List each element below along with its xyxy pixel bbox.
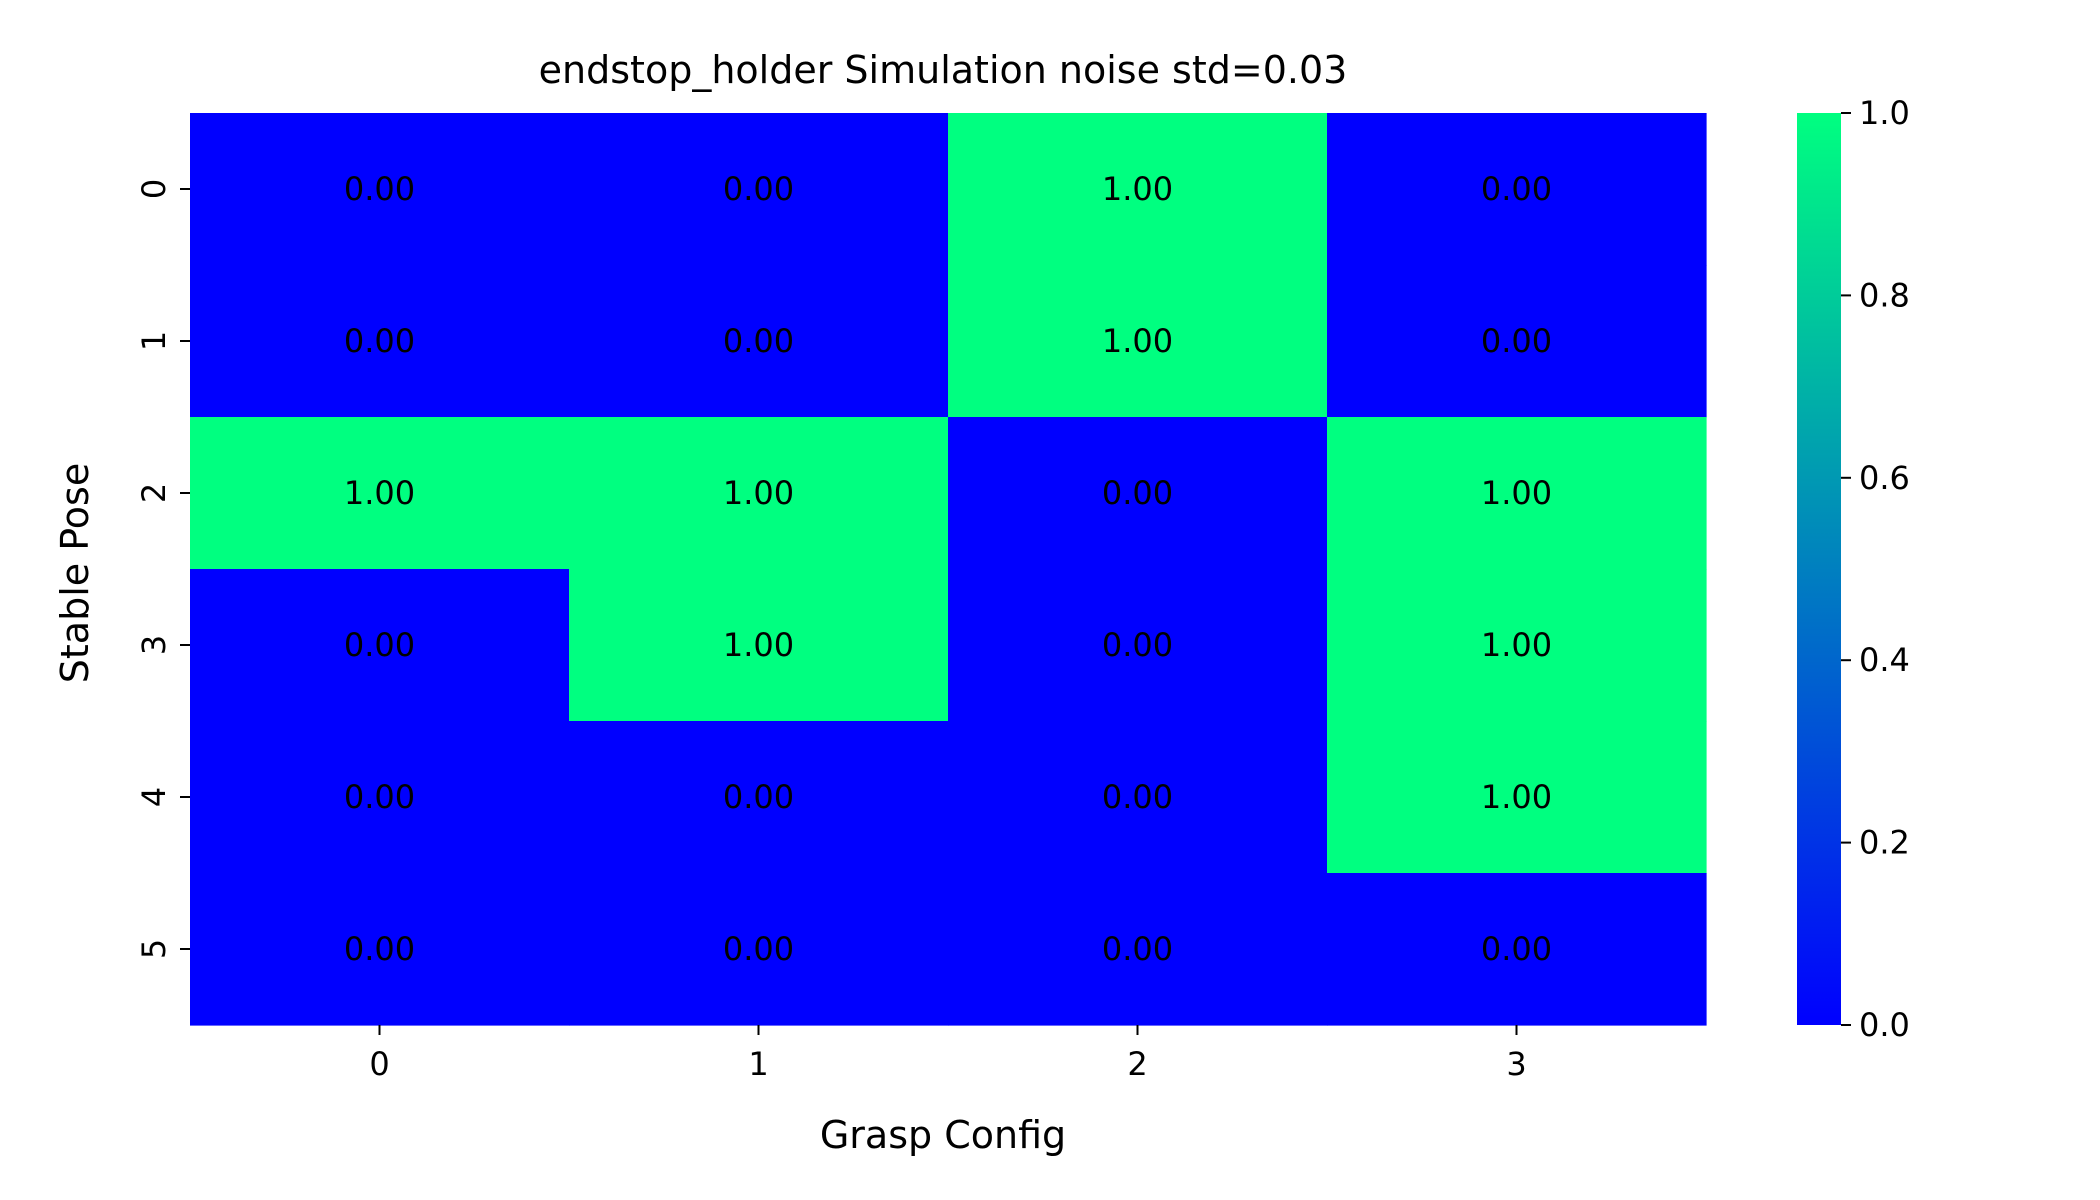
- heatmap-cell-labels: 0.00 0.00 1.00 0.00 0.00 0.00 1.00 0.00 1.00 1.00…: [344, 170, 1552, 968]
- heatmap-cells: [190, 113, 1707, 1026]
- colorbar-tick-label: 1.0: [1859, 94, 1910, 132]
- heatmap-cell: [948, 569, 1328, 722]
- heatmap-cell: [190, 721, 570, 874]
- colorbar-tick-label: 0.4: [1859, 641, 1910, 679]
- heatmap-cell: [569, 873, 949, 1026]
- cell-value-label: 0.00: [723, 778, 794, 816]
- colorbar-ticks: 0.0 0.2 0.4 0.6 0.8 1.0: [1841, 94, 1910, 1044]
- heatmap-cell: [1327, 873, 1707, 1026]
- cell-value-label: 0.00: [1102, 778, 1173, 816]
- heatmap-cell: [569, 113, 949, 266]
- heatmap-cell: [948, 417, 1328, 570]
- y-tick-label: 3: [135, 635, 173, 655]
- cell-value-label: 0.00: [344, 626, 415, 664]
- y-tick-label: 5: [135, 939, 173, 959]
- cell-value-label: 0.00: [344, 322, 415, 360]
- heatmap-cell: [1327, 721, 1707, 874]
- heatmap-cell: [569, 417, 949, 570]
- cell-value-label: 1.00: [1102, 170, 1173, 208]
- cell-value-label: 0.00: [723, 170, 794, 208]
- cell-value-label: 1.00: [1481, 778, 1552, 816]
- cell-value-label: 0.00: [1102, 626, 1173, 664]
- cell-value-label: 0.00: [1481, 930, 1552, 968]
- heatmap-cell: [948, 721, 1328, 874]
- x-tick-label: 3: [1506, 1045, 1526, 1083]
- y-tick-label: 2: [135, 483, 173, 503]
- y-tick-label: 4: [135, 787, 173, 807]
- heatmap-cell: [190, 873, 570, 1026]
- colorbar-tick-label: 0.6: [1859, 459, 1910, 497]
- cell-value-label: 0.00: [344, 170, 415, 208]
- cell-value-label: 1.00: [1481, 626, 1552, 664]
- y-axis-label: Stable Pose: [53, 463, 97, 683]
- cell-value-label: 0.00: [723, 322, 794, 360]
- cell-value-label: 0.00: [344, 930, 415, 968]
- heatmap-cell: [1327, 113, 1707, 266]
- cell-value-label: 0.00: [1481, 322, 1552, 360]
- cell-value-label: 1.00: [723, 474, 794, 512]
- cell-value-label: 0.00: [723, 930, 794, 968]
- heatmap-cell: [190, 569, 570, 722]
- x-tick-label: 0: [369, 1045, 389, 1083]
- y-tick-label: 1: [135, 331, 173, 351]
- heatmap-cell: [1327, 569, 1707, 722]
- heatmap-cell: [948, 113, 1328, 266]
- heatmap-cell: [948, 873, 1328, 1026]
- x-tick-label: 2: [1127, 1045, 1147, 1083]
- cell-value-label: 0.00: [1102, 474, 1173, 512]
- chart-title: endstop_holder Simulation noise std=0.03: [539, 48, 1348, 92]
- cell-value-label: 1.00: [344, 474, 415, 512]
- heatmap-cell: [1327, 417, 1707, 570]
- heatmap-cell: [569, 265, 949, 418]
- heatmap-cell: [569, 569, 949, 722]
- heatmap-cell: [190, 265, 570, 418]
- x-tick-label: 1: [748, 1045, 768, 1083]
- cell-value-label: 1.00: [1102, 322, 1173, 360]
- y-axis: 0 1 2 3 4 5: [135, 179, 190, 959]
- y-tick-label: 0: [135, 179, 173, 199]
- heatmap-cell: [948, 265, 1328, 418]
- heatmap-cell: [190, 417, 570, 570]
- colorbar: [1797, 113, 1841, 1025]
- heatmap-cell: [569, 721, 949, 874]
- heatmap-cell: [1327, 265, 1707, 418]
- x-axis-label: Grasp Config: [820, 1113, 1066, 1157]
- heatmap-cell: [190, 113, 570, 266]
- colorbar-tick-label: 0.8: [1859, 276, 1910, 314]
- colorbar-gradient: [1797, 113, 1841, 1025]
- colorbar-tick-label: 0.2: [1859, 824, 1910, 862]
- cell-value-label: 0.00: [1102, 930, 1173, 968]
- colorbar-tick-label: 0.0: [1859, 1006, 1910, 1044]
- cell-value-label: 0.00: [344, 778, 415, 816]
- cell-value-label: 1.00: [1481, 474, 1552, 512]
- x-axis: 0 1 2 3: [369, 1025, 1527, 1083]
- cell-value-label: 0.00: [1481, 170, 1552, 208]
- cell-value-label: 1.00: [723, 626, 794, 664]
